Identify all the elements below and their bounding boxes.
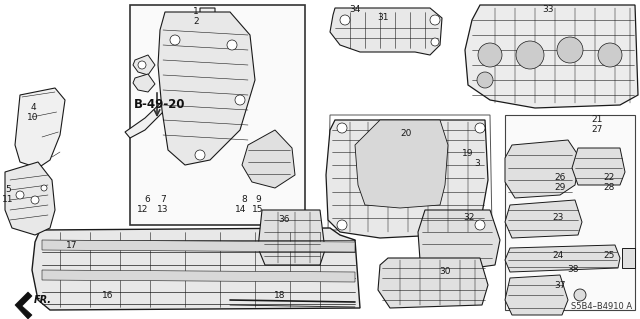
Text: 10: 10 bbox=[28, 114, 39, 122]
Circle shape bbox=[430, 15, 440, 25]
Polygon shape bbox=[42, 270, 355, 282]
Polygon shape bbox=[258, 210, 325, 265]
Circle shape bbox=[337, 123, 347, 133]
Polygon shape bbox=[133, 55, 155, 75]
Text: 36: 36 bbox=[278, 216, 290, 225]
Polygon shape bbox=[133, 74, 155, 92]
Circle shape bbox=[574, 289, 586, 301]
Circle shape bbox=[598, 43, 622, 67]
Circle shape bbox=[475, 220, 485, 230]
Polygon shape bbox=[622, 248, 635, 268]
Text: 31: 31 bbox=[377, 13, 388, 23]
Polygon shape bbox=[465, 5, 638, 108]
Text: 2: 2 bbox=[193, 18, 199, 26]
Text: 28: 28 bbox=[604, 183, 614, 192]
Text: 23: 23 bbox=[552, 213, 564, 222]
Circle shape bbox=[41, 185, 47, 191]
Polygon shape bbox=[125, 8, 215, 138]
Text: 27: 27 bbox=[591, 125, 603, 135]
Polygon shape bbox=[15, 292, 32, 319]
Text: 4: 4 bbox=[30, 103, 36, 113]
Text: 34: 34 bbox=[349, 5, 361, 14]
Polygon shape bbox=[326, 120, 488, 238]
Text: 25: 25 bbox=[604, 250, 614, 259]
Text: 32: 32 bbox=[463, 213, 475, 222]
Polygon shape bbox=[505, 245, 620, 272]
Circle shape bbox=[431, 38, 439, 46]
Text: 6: 6 bbox=[144, 195, 150, 204]
Polygon shape bbox=[15, 88, 65, 168]
Circle shape bbox=[195, 150, 205, 160]
Polygon shape bbox=[32, 228, 360, 310]
Text: 30: 30 bbox=[439, 268, 451, 277]
Circle shape bbox=[16, 191, 24, 199]
Text: 16: 16 bbox=[102, 291, 114, 300]
Text: 11: 11 bbox=[3, 196, 13, 204]
Text: 26: 26 bbox=[554, 174, 566, 182]
Text: 19: 19 bbox=[462, 150, 474, 159]
Polygon shape bbox=[572, 148, 625, 185]
Polygon shape bbox=[505, 200, 582, 238]
Text: 22: 22 bbox=[604, 174, 614, 182]
Text: 37: 37 bbox=[554, 280, 566, 290]
Text: 15: 15 bbox=[252, 204, 264, 213]
Polygon shape bbox=[418, 210, 500, 272]
Circle shape bbox=[138, 61, 146, 69]
Circle shape bbox=[227, 40, 237, 50]
Circle shape bbox=[31, 196, 39, 204]
Text: 18: 18 bbox=[275, 291, 285, 300]
Text: 33: 33 bbox=[542, 5, 554, 14]
Polygon shape bbox=[5, 162, 55, 235]
Text: 7: 7 bbox=[160, 195, 166, 204]
Text: 1: 1 bbox=[193, 8, 199, 17]
Polygon shape bbox=[242, 130, 295, 188]
Bar bbox=[505, 115, 635, 310]
Text: 21: 21 bbox=[591, 115, 603, 124]
Polygon shape bbox=[505, 140, 580, 198]
Circle shape bbox=[170, 35, 180, 45]
Text: 12: 12 bbox=[138, 204, 148, 213]
Text: 9: 9 bbox=[255, 195, 261, 204]
Text: 17: 17 bbox=[67, 241, 77, 250]
Text: 24: 24 bbox=[552, 250, 564, 259]
Polygon shape bbox=[330, 8, 442, 55]
Text: 20: 20 bbox=[400, 129, 412, 137]
Polygon shape bbox=[355, 120, 448, 208]
Text: 29: 29 bbox=[554, 183, 566, 192]
Text: B-49-20: B-49-20 bbox=[134, 98, 186, 111]
Circle shape bbox=[478, 43, 502, 67]
Text: FR.: FR. bbox=[34, 295, 52, 305]
Circle shape bbox=[516, 41, 544, 69]
Circle shape bbox=[340, 15, 350, 25]
Text: 38: 38 bbox=[567, 265, 579, 275]
Polygon shape bbox=[42, 240, 355, 252]
Text: 13: 13 bbox=[157, 204, 169, 213]
Text: 8: 8 bbox=[241, 195, 247, 204]
Circle shape bbox=[557, 37, 583, 63]
Circle shape bbox=[477, 72, 493, 88]
Polygon shape bbox=[378, 258, 488, 308]
Bar bbox=[130, 5, 305, 225]
Text: 3: 3 bbox=[474, 159, 480, 167]
Polygon shape bbox=[505, 275, 568, 315]
Polygon shape bbox=[158, 12, 255, 165]
Text: S5B4–B4910 A: S5B4–B4910 A bbox=[571, 302, 632, 311]
Circle shape bbox=[337, 220, 347, 230]
Text: 14: 14 bbox=[236, 204, 246, 213]
Text: 5: 5 bbox=[5, 186, 11, 195]
Circle shape bbox=[475, 123, 485, 133]
Circle shape bbox=[235, 95, 245, 105]
